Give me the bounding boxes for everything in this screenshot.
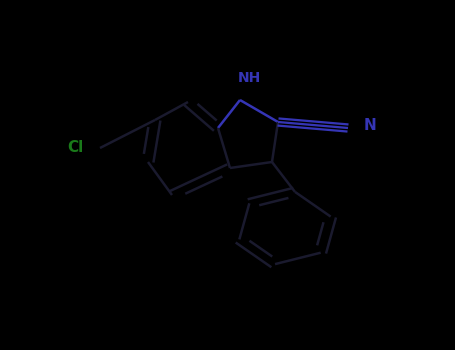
Text: Cl: Cl [67, 140, 83, 155]
Text: N: N [364, 119, 376, 133]
Text: NH: NH [238, 71, 261, 85]
